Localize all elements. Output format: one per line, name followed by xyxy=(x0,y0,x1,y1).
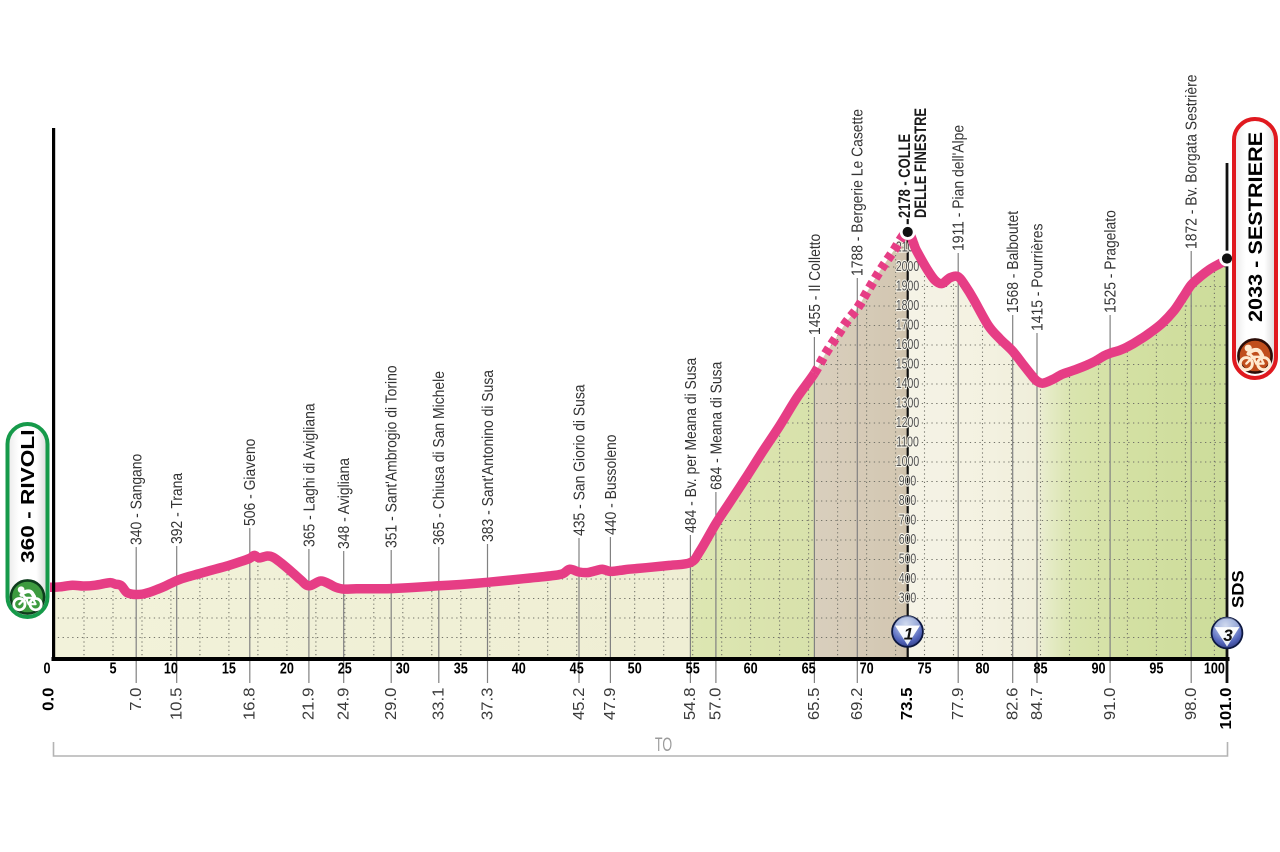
svg-text:55: 55 xyxy=(686,660,700,678)
svg-text:15: 15 xyxy=(222,660,236,678)
svg-text:69.2: 69.2 xyxy=(848,688,866,721)
svg-text:1872 - Bv. Borgata Sestrière: 1872 - Bv. Borgata Sestrière xyxy=(1183,75,1201,249)
svg-text:340 - Sangano: 340 - Sangano xyxy=(128,454,146,545)
svg-text:300: 300 xyxy=(899,589,917,606)
svg-text:33.1: 33.1 xyxy=(430,688,448,721)
svg-text:95: 95 xyxy=(1149,660,1163,678)
svg-text:29.0: 29.0 xyxy=(382,688,400,721)
svg-text:21.9: 21.9 xyxy=(300,688,318,721)
svg-text:1400: 1400 xyxy=(896,374,919,391)
svg-text:91.0: 91.0 xyxy=(1101,688,1119,721)
svg-text:484 - Bv. per Meana di Susa: 484 - Bv. per Meana di Susa xyxy=(682,357,700,533)
svg-text:47.9: 47.9 xyxy=(602,688,620,721)
svg-text:1: 1 xyxy=(904,625,913,644)
svg-text:351 - Sant'Ambrogio di Torino: 351 - Sant'Ambrogio di Torino xyxy=(383,365,401,548)
svg-text:1900: 1900 xyxy=(896,277,919,294)
svg-text:90: 90 xyxy=(1091,660,1105,678)
svg-text:77.9: 77.9 xyxy=(949,688,967,721)
svg-text:100: 100 xyxy=(1204,660,1225,678)
svg-text:5: 5 xyxy=(109,660,116,678)
svg-text:57.0: 57.0 xyxy=(707,688,725,721)
svg-text:440 - Bussoleno: 440 - Bussoleno xyxy=(602,434,620,535)
svg-text:2178 - COLLEDELLE FINESTRE: 2178 - COLLEDELLE FINESTRE xyxy=(897,108,931,218)
svg-text:1600: 1600 xyxy=(896,335,919,352)
svg-text:30: 30 xyxy=(396,660,410,678)
svg-text:54.8: 54.8 xyxy=(682,688,700,721)
svg-text:365 - Laghi di Avigliana: 365 - Laghi di Avigliana xyxy=(300,403,318,547)
svg-text:348 - Avigliana: 348 - Avigliana xyxy=(335,457,353,549)
svg-text:365 - Chiusa di San Michele: 365 - Chiusa di San Michele xyxy=(430,371,448,545)
svg-text:50: 50 xyxy=(628,660,642,678)
svg-text:392 - Trana: 392 - Trana xyxy=(168,472,186,544)
svg-text:7.0: 7.0 xyxy=(127,688,145,711)
svg-text:60: 60 xyxy=(744,660,758,678)
svg-text:400: 400 xyxy=(899,569,917,586)
svg-text:2033 - SESTRIERE: 2033 - SESTRIERE xyxy=(1246,132,1267,322)
svg-text:3: 3 xyxy=(1223,626,1233,645)
svg-text:2000: 2000 xyxy=(896,257,919,274)
svg-text:700: 700 xyxy=(899,511,917,528)
svg-text:800: 800 xyxy=(899,491,917,508)
svg-text:1300: 1300 xyxy=(896,394,919,411)
svg-text:1100: 1100 xyxy=(896,433,919,450)
svg-text:383 - Sant'Antonino di Susa: 383 - Sant'Antonino di Susa xyxy=(479,369,497,542)
svg-text:TO: TO xyxy=(655,734,672,755)
svg-text:435 - San Giorio di Susa: 435 - San Giorio di Susa xyxy=(571,384,589,536)
svg-text:35: 35 xyxy=(454,660,468,678)
svg-text:65.5: 65.5 xyxy=(806,688,824,721)
svg-text:73.5: 73.5 xyxy=(898,688,916,721)
svg-text:1911 - Pian dell'Alpe: 1911 - Pian dell'Alpe xyxy=(950,125,968,251)
svg-text:1568 - Balboutet: 1568 - Balboutet xyxy=(1004,210,1022,313)
svg-text:0.0: 0.0 xyxy=(40,688,58,711)
svg-text:75: 75 xyxy=(917,660,931,678)
svg-text:45: 45 xyxy=(570,660,584,678)
svg-text:85: 85 xyxy=(1033,660,1047,678)
svg-text:10.5: 10.5 xyxy=(168,688,186,721)
svg-text:506 - Giaveno: 506 - Giaveno xyxy=(241,439,259,526)
svg-text:684 - Meana di Susa: 684 - Meana di Susa xyxy=(707,361,725,490)
svg-text:25: 25 xyxy=(338,660,352,678)
svg-text:80: 80 xyxy=(975,660,989,678)
svg-text:37.3: 37.3 xyxy=(479,688,497,721)
svg-text:1700: 1700 xyxy=(896,316,919,333)
svg-text:500: 500 xyxy=(899,550,917,567)
svg-text:70: 70 xyxy=(860,660,874,678)
svg-text:16.8: 16.8 xyxy=(241,688,259,721)
svg-text:1525 - Pragelato: 1525 - Pragelato xyxy=(1102,210,1120,313)
svg-text:1500: 1500 xyxy=(896,355,919,372)
svg-text:82.6: 82.6 xyxy=(1004,688,1022,721)
svg-text:1455 - Il Colletto: 1455 - Il Colletto xyxy=(806,234,824,335)
svg-text:45.2: 45.2 xyxy=(570,688,588,721)
svg-text:1800: 1800 xyxy=(896,296,919,313)
svg-text:600: 600 xyxy=(899,530,917,547)
svg-text:10: 10 xyxy=(164,660,178,678)
svg-text:101.0: 101.0 xyxy=(1217,688,1235,730)
svg-text:65: 65 xyxy=(802,660,816,678)
svg-text:0: 0 xyxy=(43,660,50,678)
svg-text:SDS: SDS xyxy=(1228,570,1247,608)
svg-text:84.7: 84.7 xyxy=(1028,688,1046,721)
svg-text:360 - RIVOLI: 360 - RIVOLI xyxy=(18,429,38,563)
svg-text:20: 20 xyxy=(280,660,294,678)
svg-text:1000: 1000 xyxy=(896,452,919,469)
svg-text:40: 40 xyxy=(512,660,526,678)
svg-text:1200: 1200 xyxy=(896,413,919,430)
svg-text:24.9: 24.9 xyxy=(335,688,353,721)
svg-text:1415 - Pourrières: 1415 - Pourrières xyxy=(1029,224,1047,331)
svg-text:98.0: 98.0 xyxy=(1182,688,1200,721)
svg-text:1788 - Bergerie Le Casette: 1788 - Bergerie Le Casette xyxy=(849,109,867,276)
svg-text:900: 900 xyxy=(899,472,917,489)
